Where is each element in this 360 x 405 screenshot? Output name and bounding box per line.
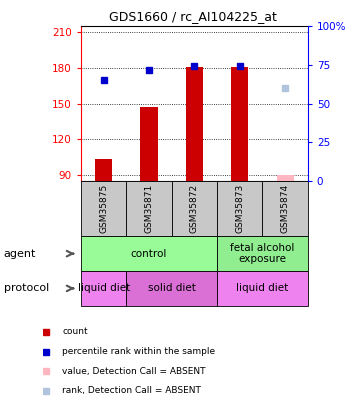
Bar	[95, 160, 112, 181]
Text: GSM35872: GSM35872	[190, 184, 199, 233]
Text: count: count	[62, 327, 88, 337]
Text: protocol: protocol	[4, 284, 49, 293]
Text: control: control	[131, 249, 167, 259]
Bar	[126, 271, 217, 306]
Text: GSM35874: GSM35874	[281, 184, 289, 233]
Bar	[81, 271, 126, 306]
Bar	[81, 236, 217, 271]
Bar	[217, 236, 308, 271]
Text: GSM35873: GSM35873	[235, 184, 244, 233]
Bar	[231, 67, 248, 181]
Bar	[140, 107, 158, 181]
Text: agent: agent	[4, 249, 36, 259]
Text: GSM35875: GSM35875	[99, 184, 108, 233]
Bar	[126, 181, 172, 236]
Bar	[172, 181, 217, 236]
Bar	[81, 181, 126, 236]
Bar	[276, 175, 294, 181]
Text: liquid diet: liquid diet	[77, 284, 130, 293]
Text: solid diet: solid diet	[148, 284, 195, 293]
Bar	[262, 181, 308, 236]
Text: liquid diet: liquid diet	[236, 284, 289, 293]
Text: value, Detection Call = ABSENT: value, Detection Call = ABSENT	[62, 367, 206, 376]
Text: rank, Detection Call = ABSENT: rank, Detection Call = ABSENT	[62, 386, 201, 395]
Text: fetal alcohol
exposure: fetal alcohol exposure	[230, 243, 294, 264]
Text: GDS1660 / rc_AI104225_at: GDS1660 / rc_AI104225_at	[109, 10, 276, 23]
Text: GSM35871: GSM35871	[145, 184, 154, 233]
Bar	[217, 271, 308, 306]
Bar	[186, 67, 203, 181]
Text: percentile rank within the sample: percentile rank within the sample	[62, 347, 215, 356]
Bar	[217, 181, 262, 236]
